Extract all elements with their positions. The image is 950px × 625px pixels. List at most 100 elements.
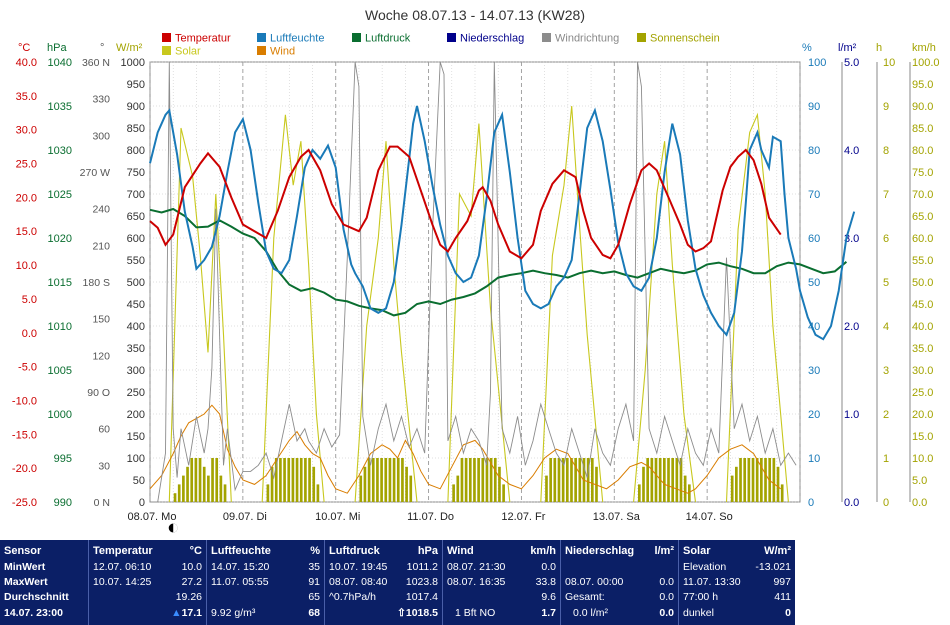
wind-tick-label: 20.0 xyxy=(912,409,933,421)
sunshine-bar xyxy=(485,458,489,502)
wind-tick-label: 100.0 xyxy=(912,57,940,69)
direction-tick-label: 0 N xyxy=(94,497,110,509)
sunshine-bar xyxy=(772,458,776,502)
moon-half xyxy=(173,523,178,533)
sunshine-bar xyxy=(498,466,501,502)
sunshine-bar xyxy=(586,458,590,502)
sunshine-bar xyxy=(646,458,649,502)
sunshine-tick-label: 7 xyxy=(883,189,889,201)
temp-tick-label: 35.0 xyxy=(16,91,37,103)
pressure-min-time: 10.07. 19:45 xyxy=(329,561,388,573)
wind-title: Wind xyxy=(447,545,474,557)
sunshine-bar xyxy=(464,458,468,502)
rain-current-value: 0.0 xyxy=(659,607,674,619)
rain-tick-label: 1.0 xyxy=(844,409,859,421)
humidity-tick-label: 50 xyxy=(808,277,820,289)
sunshine-bar xyxy=(590,458,594,502)
temp-unit: °C xyxy=(18,42,30,54)
sunshine-tick-label: 8 xyxy=(883,145,889,157)
pressure-tick-label: 995 xyxy=(54,453,72,465)
humidity-tick-label: 80 xyxy=(808,145,820,157)
stats-panel: Sensor MinWert MaxWert Durchschnitt 14.0… xyxy=(0,540,795,625)
humidity-tick-label: 10 xyxy=(808,453,820,465)
solar-line xyxy=(725,112,789,503)
solar-tick-label: 150 xyxy=(127,431,145,443)
pressure-min-value: 1011.2 xyxy=(406,561,438,573)
sunshine-bar xyxy=(764,458,767,502)
temp-tick-label: 30.0 xyxy=(16,125,37,137)
humidity-unit: % xyxy=(802,42,812,54)
wind-direction: 1 Bft NO xyxy=(455,607,496,619)
wind-line xyxy=(149,404,782,494)
direction-tick-label: 60 xyxy=(98,424,110,436)
sunshine-tick-label: 6 xyxy=(883,233,889,245)
legend-swatch xyxy=(637,33,646,42)
sunshine-bar xyxy=(663,458,666,502)
sunshine-bar xyxy=(308,458,311,502)
sunshine-bar xyxy=(760,458,763,502)
solar-sun-hours: 77:00 h xyxy=(683,591,719,603)
pressure-tick-label: 1020 xyxy=(48,233,72,245)
direction-line xyxy=(150,61,797,503)
wind-tick-label: 15.0 xyxy=(912,431,933,443)
sunshine-bar xyxy=(304,458,307,502)
left-axes: -25.0 -20.0 -15.0 -10.0 -5.0 0.0 5.0 10.0 15.0 20… xyxy=(12,42,145,509)
x-tick-label: 11.07. Do xyxy=(407,511,454,523)
solar-current-value: 0 xyxy=(785,607,791,619)
rain-title: Niederschlag xyxy=(565,545,635,557)
sunshine-tick-label: 5 xyxy=(883,277,889,289)
sensor-title: Sensor xyxy=(4,545,42,557)
sunshine-bar xyxy=(456,475,460,502)
pressure-tick-label: 1035 xyxy=(48,101,72,113)
solar-tick-label: 50 xyxy=(133,475,145,487)
sunshine-bar xyxy=(207,475,210,502)
stats-col-solar: Solar W/m² Elevation -13.021 11.07. 13:30 9… xyxy=(678,540,795,625)
max-label: MaxWert xyxy=(4,576,48,588)
sunshine-tick-label: 0 xyxy=(883,497,889,509)
sunshine-bar xyxy=(186,466,189,502)
sunshine-bar xyxy=(751,458,755,502)
direction-tick-label: 30 xyxy=(98,460,110,472)
sunshine-tick-label: 4 xyxy=(883,321,889,333)
wind-max-time: 08.07. 16:35 xyxy=(447,576,506,588)
temp-tick-label: 10.0 xyxy=(16,260,37,272)
solar-tick-label: 500 xyxy=(127,277,145,289)
sunshine-bar xyxy=(776,466,780,502)
temperature-avg-value: 19.26 xyxy=(175,591,202,603)
plot-area xyxy=(149,61,856,503)
temp-tick-label: -20.0 xyxy=(12,463,37,475)
weather-chart: Woche 08.07.13 - 14.07.13 (KW28) Tempera… xyxy=(12,7,940,533)
legend-label: Niederschlag xyxy=(460,33,524,45)
humidity-tick-label: 100 xyxy=(808,57,826,69)
temperature-min-value: 10.0 xyxy=(181,561,202,573)
stats-col-rain: Niederschlag l/m² 08.07. 00:00 0.0 Gesamt:… xyxy=(560,540,678,625)
sunshine-bar xyxy=(477,458,480,502)
stats-col-pressure: Luftdruck hPa 10.07. 19:45 1011.2 08.07. 0… xyxy=(324,540,442,625)
sunshine-bar xyxy=(553,458,557,502)
wind-max-value: 33.8 xyxy=(535,576,556,588)
temp-tick-label: 25.0 xyxy=(16,159,37,171)
wind-tick-label: 75.0 xyxy=(912,167,933,179)
pressure-avg-value: 1017.4 xyxy=(405,591,438,603)
sunshine-bar xyxy=(380,458,383,502)
pressure-tick-label: 1005 xyxy=(48,365,72,377)
sunshine-bar xyxy=(493,458,497,502)
avg-label: Durchschnitt xyxy=(4,591,69,603)
sunshine-bar xyxy=(194,458,198,502)
legend-swatch xyxy=(352,33,361,42)
x-tick-label: 08.07. Mo xyxy=(128,511,177,523)
sunshine-bar xyxy=(367,458,371,502)
sunshine-bar xyxy=(481,458,485,502)
sunshine-bar xyxy=(401,458,404,502)
x-tick-label: 10.07. Mi xyxy=(315,511,360,523)
humidity-tick-label: 30 xyxy=(808,365,820,377)
sunshine-bar xyxy=(675,458,679,502)
sunshine-bar xyxy=(312,466,316,502)
wind-avg-value: 9.6 xyxy=(541,591,556,603)
wind-tick-label: 90.0 xyxy=(912,101,933,113)
temperature-max-value: 27.2 xyxy=(181,576,202,588)
solar-tick-label: 200 xyxy=(127,409,145,421)
solar-tick-label: 900 xyxy=(127,101,145,113)
pressure-unit: hPa xyxy=(47,42,67,54)
humidity-max-time: 11.07. 05:55 xyxy=(211,576,269,588)
